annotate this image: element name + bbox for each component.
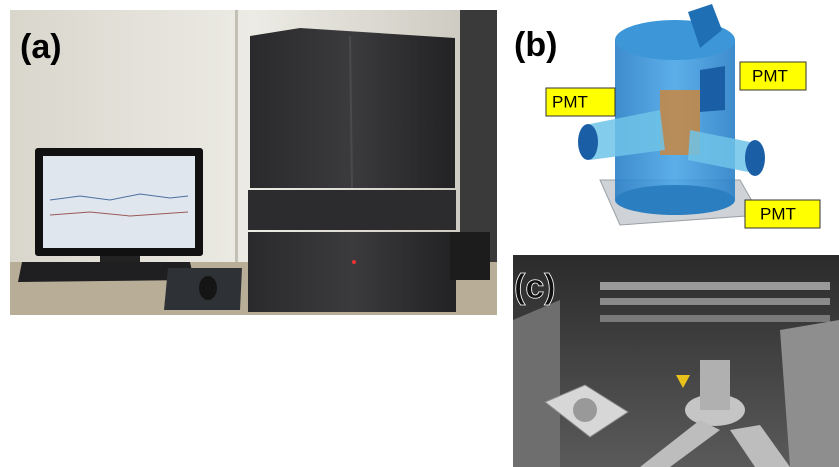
callout-label: PMT bbox=[760, 204, 796, 223]
callout-label: PMT bbox=[752, 66, 788, 85]
page: (a) (b) (c) PMT PMT PMT (() => { const d… bbox=[0, 0, 839, 467]
panel-c-photo bbox=[513, 255, 839, 467]
panel-label: (c) bbox=[514, 268, 556, 306]
panel-a-photo bbox=[10, 10, 497, 315]
figure: (a) (b) (c) PMT PMT PMT bbox=[0, 0, 839, 467]
panel-label: (b) bbox=[514, 26, 557, 64]
panel-b-schematic bbox=[546, 4, 820, 228]
panel-label: (a) bbox=[20, 28, 62, 66]
callout-label: PMT bbox=[552, 92, 588, 111]
